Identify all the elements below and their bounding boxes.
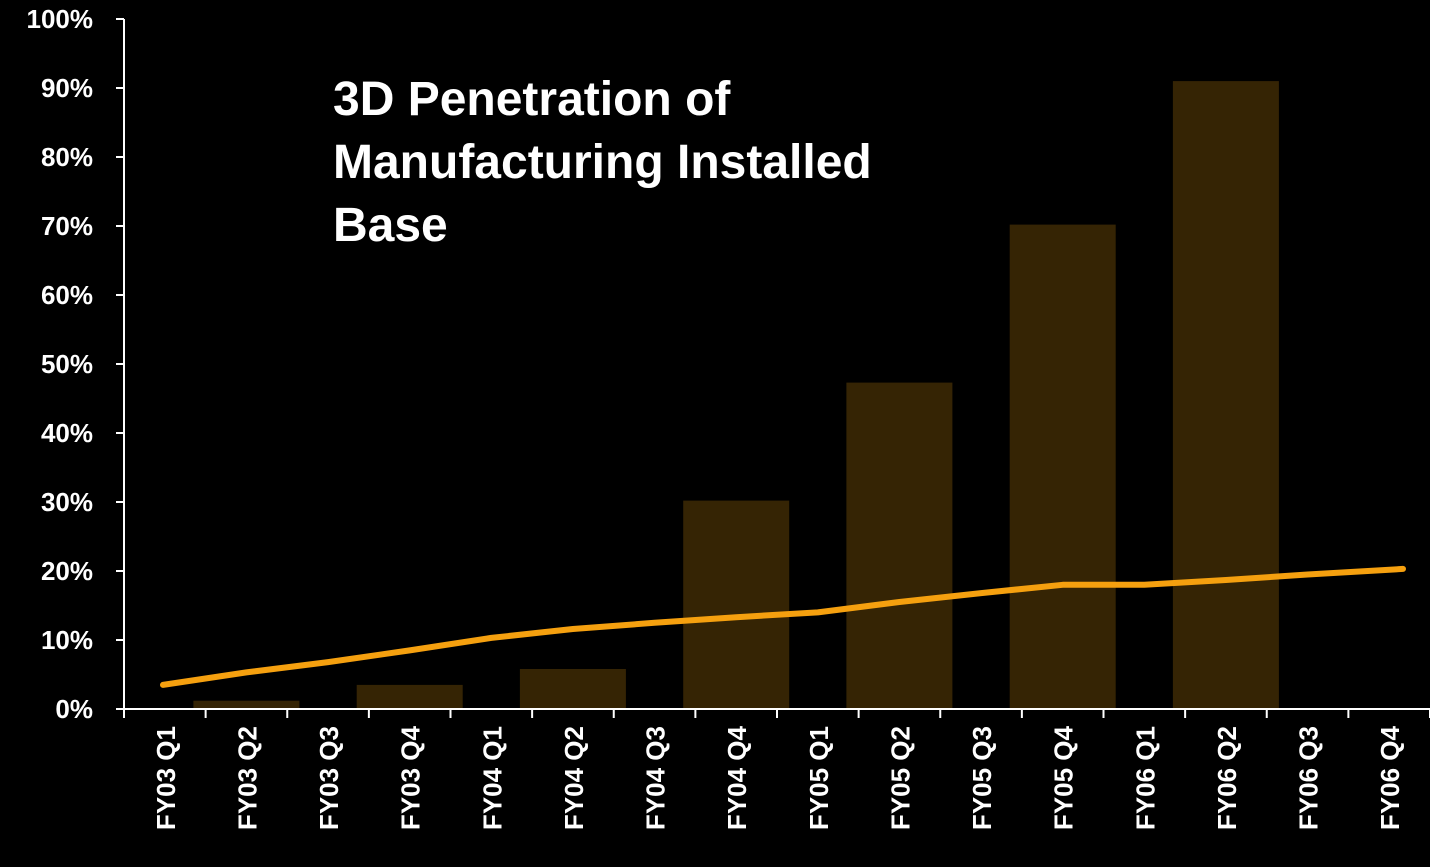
- x-tick-label: FY05 Q3: [967, 726, 997, 830]
- y-tick-label: 60%: [41, 280, 93, 310]
- bar: [193, 700, 300, 709]
- axes: [116, 19, 1430, 717]
- y-tick-label: 40%: [41, 418, 93, 448]
- bar: [1009, 224, 1116, 709]
- x-tick-label: FY03 Q2: [232, 726, 262, 830]
- x-tick-label: FY05 Q1: [804, 726, 834, 830]
- y-tick-label: 70%: [41, 211, 93, 241]
- y-axis-ticks: 0% 10% 20% 30% 40% 50% 60% 70% 80% 90% 100%: [27, 4, 124, 724]
- x-tick-label: FY03 Q4: [396, 725, 426, 830]
- y-tick-label: 10%: [41, 625, 93, 655]
- y-tick-label: 0%: [55, 694, 93, 724]
- x-tick-label: FY03 Q1: [151, 726, 181, 830]
- x-tick-label: FY06 Q2: [1212, 726, 1242, 830]
- y-tick-label: 50%: [41, 349, 93, 379]
- bar: [519, 669, 626, 709]
- line-series: [160, 565, 1406, 688]
- x-tick-label: FY06 Q1: [1130, 726, 1160, 830]
- y-tick-label: 80%: [41, 142, 93, 172]
- y-tick-label: 100%: [27, 4, 94, 34]
- y-tick-label: 30%: [41, 487, 93, 517]
- x-tick-label: FY04 Q2: [559, 726, 589, 830]
- x-tick-label: FY04 Q4: [722, 725, 752, 830]
- bar-layer: [193, 81, 1279, 710]
- x-tick-label: FY05 Q4: [1049, 725, 1079, 830]
- x-tick-label: FY05 Q2: [885, 726, 915, 830]
- bar: [683, 500, 790, 709]
- bar: [356, 684, 463, 709]
- bar: [846, 382, 953, 709]
- x-tick-label: FY04 Q1: [477, 726, 507, 830]
- x-tick-label: FY06 Q3: [1294, 726, 1324, 830]
- bar: [1172, 81, 1279, 710]
- x-tick-label: FY04 Q3: [641, 726, 671, 830]
- chart-title: 3D Penetration of Manufacturing Installe…: [333, 73, 872, 252]
- x-tick-label: FY03 Q3: [314, 726, 344, 830]
- y-tick-label: 20%: [41, 556, 93, 586]
- y-tick-label: 90%: [41, 73, 93, 103]
- x-tick-label: FY06 Q4: [1375, 725, 1405, 830]
- x-axis-ticks: FY03 Q1 FY03 Q2 FY03 Q3 FY03 Q4 FY04 Q1 FY04 …: [123, 709, 1430, 830]
- line-layer: [160, 565, 1406, 688]
